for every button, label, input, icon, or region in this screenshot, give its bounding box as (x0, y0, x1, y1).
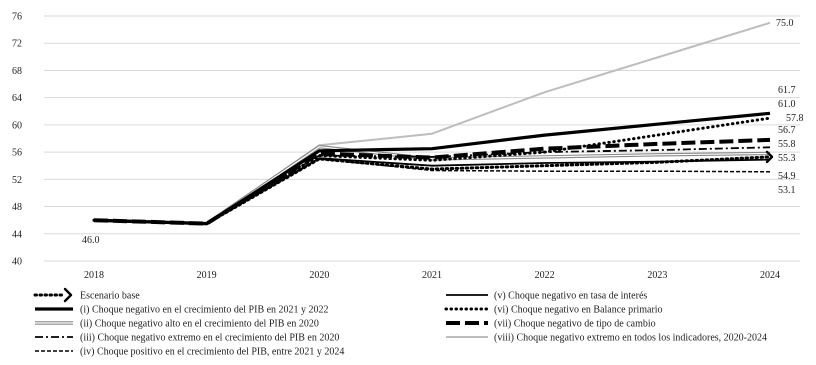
x-tick-label: 2019 (197, 270, 217, 281)
grid-lines (44, 15, 800, 262)
y-tick-label: 68 (12, 66, 22, 77)
legend-label: (vii) Choque negativo de tipo de cambio (494, 319, 656, 330)
series-line (93, 145, 771, 226)
x-tick-label: 2020 (309, 270, 329, 281)
x-tick-label: 2021 (422, 270, 442, 281)
end-value-label: 53.1 (778, 185, 796, 196)
series-escenario-base (92, 150, 774, 226)
end-value-label: 55.8 (778, 139, 796, 150)
series-vi-choque-negativo-en-balance-primario (92, 116, 772, 226)
series-arrow (765, 150, 774, 164)
y-tick-label: 40 (12, 257, 22, 268)
end-value-label: 55.3 (778, 153, 796, 164)
legend-label: (iii) Choque negativo extremo en el crec… (80, 333, 339, 344)
x-tick-label: 2022 (535, 270, 555, 281)
data-labels: 75.0 61.7 61.0 57.856.7 55.8 55.3 54.9 53.1 46.0 (82, 18, 804, 246)
legend-label: (i) Choque negativo en el crecimiento de… (80, 305, 329, 316)
y-tick-label: 48 (12, 202, 22, 213)
y-tick-label: 52 (12, 175, 22, 186)
y-tick-label: 44 (12, 229, 22, 240)
legend-item-vi-choque-negativo-en-balance-primario: (vi) Choque negativo en Balance primario (444, 305, 663, 316)
legend-item-iv-choque-positivo-en-el-crecimiento-del: (iv) Choque positivo en el crecimiento d… (35, 347, 344, 358)
legend-item-vii-choque-negativo-de-tipo-de-cambio: (vii) Choque negativo de tipo de cambio (446, 319, 656, 330)
end-value-label: 61.0 (778, 99, 796, 110)
legend-label: (viii) Choque negativo extremo en todos … (494, 333, 767, 344)
legend-item-i-choque-negativo-en-el-crecimiento-del-: (i) Choque negativo en el crecimiento de… (35, 305, 329, 316)
series-line (92, 155, 772, 226)
end-value-label: 57.8 (786, 113, 804, 124)
legend-label: Escenario base (80, 291, 140, 302)
y-tick-label: 76 (12, 12, 22, 23)
x-tick-label: 2018 (84, 270, 104, 281)
legend-label: (iv) Choque positivo en el crecimiento d… (80, 347, 344, 358)
end-value-label: 56.7 (778, 125, 796, 136)
x-tick-label: 2024 (760, 270, 780, 281)
legend-item-iii-choque-negativo-extremo-en-el-crecim: (iii) Choque negativo extremo en el crec… (35, 333, 339, 344)
legend-item-v-choque-negativo-en-tasa-de-inter-s: (v) Choque negativo en tasa de interés (446, 291, 647, 302)
y-tick-label: 56 (12, 148, 22, 159)
legend: Escenario base (i) Choque negativo en el … (33, 287, 767, 358)
x-tick-label: 2023 (647, 270, 667, 281)
y-tick-label: 64 (12, 93, 22, 104)
end-value-label: 61.7 (778, 85, 796, 96)
end-value-label: 75.0 (776, 18, 794, 29)
series-line (92, 116, 772, 226)
y-axis-ticks: 40 44 48 52 56 60 64 68 72 76 (12, 12, 22, 268)
end-value-label: 54.9 (778, 171, 796, 182)
series-lines (92, 21, 774, 226)
legend-item-viii-choque-negativo-extremo-en-todos-lo: (viii) Choque negativo extremo en todos … (446, 333, 767, 344)
series-vii-choque-negativo-de-tipo-de-cambio (93, 137, 771, 226)
y-tick-label: 60 (12, 120, 22, 131)
x-axis-ticks: 2018 2019 2020 2021 2022 2023 2024 (84, 270, 780, 281)
legend-label: (ii) Choque negativo alto en el crecimie… (80, 319, 319, 330)
legend-item-escenario-base: Escenario base (33, 287, 140, 303)
legend-item-ii-choque-negativo-alto-en-el-crecimient: (ii) Choque negativo alto en el crecimie… (35, 319, 319, 330)
y-tick-label: 72 (12, 39, 22, 50)
series-ii-choque-negativo-alto-en-el-crecimiento-del-pib-en-2020 (93, 145, 771, 226)
series-line (93, 137, 771, 226)
legend-label: (vi) Choque negativo en Balance primario (494, 305, 663, 316)
start-value-label: 46.0 (82, 235, 100, 246)
legend-label: (v) Choque negativo en tasa de interés (494, 291, 647, 302)
legend-arrow (63, 287, 73, 303)
